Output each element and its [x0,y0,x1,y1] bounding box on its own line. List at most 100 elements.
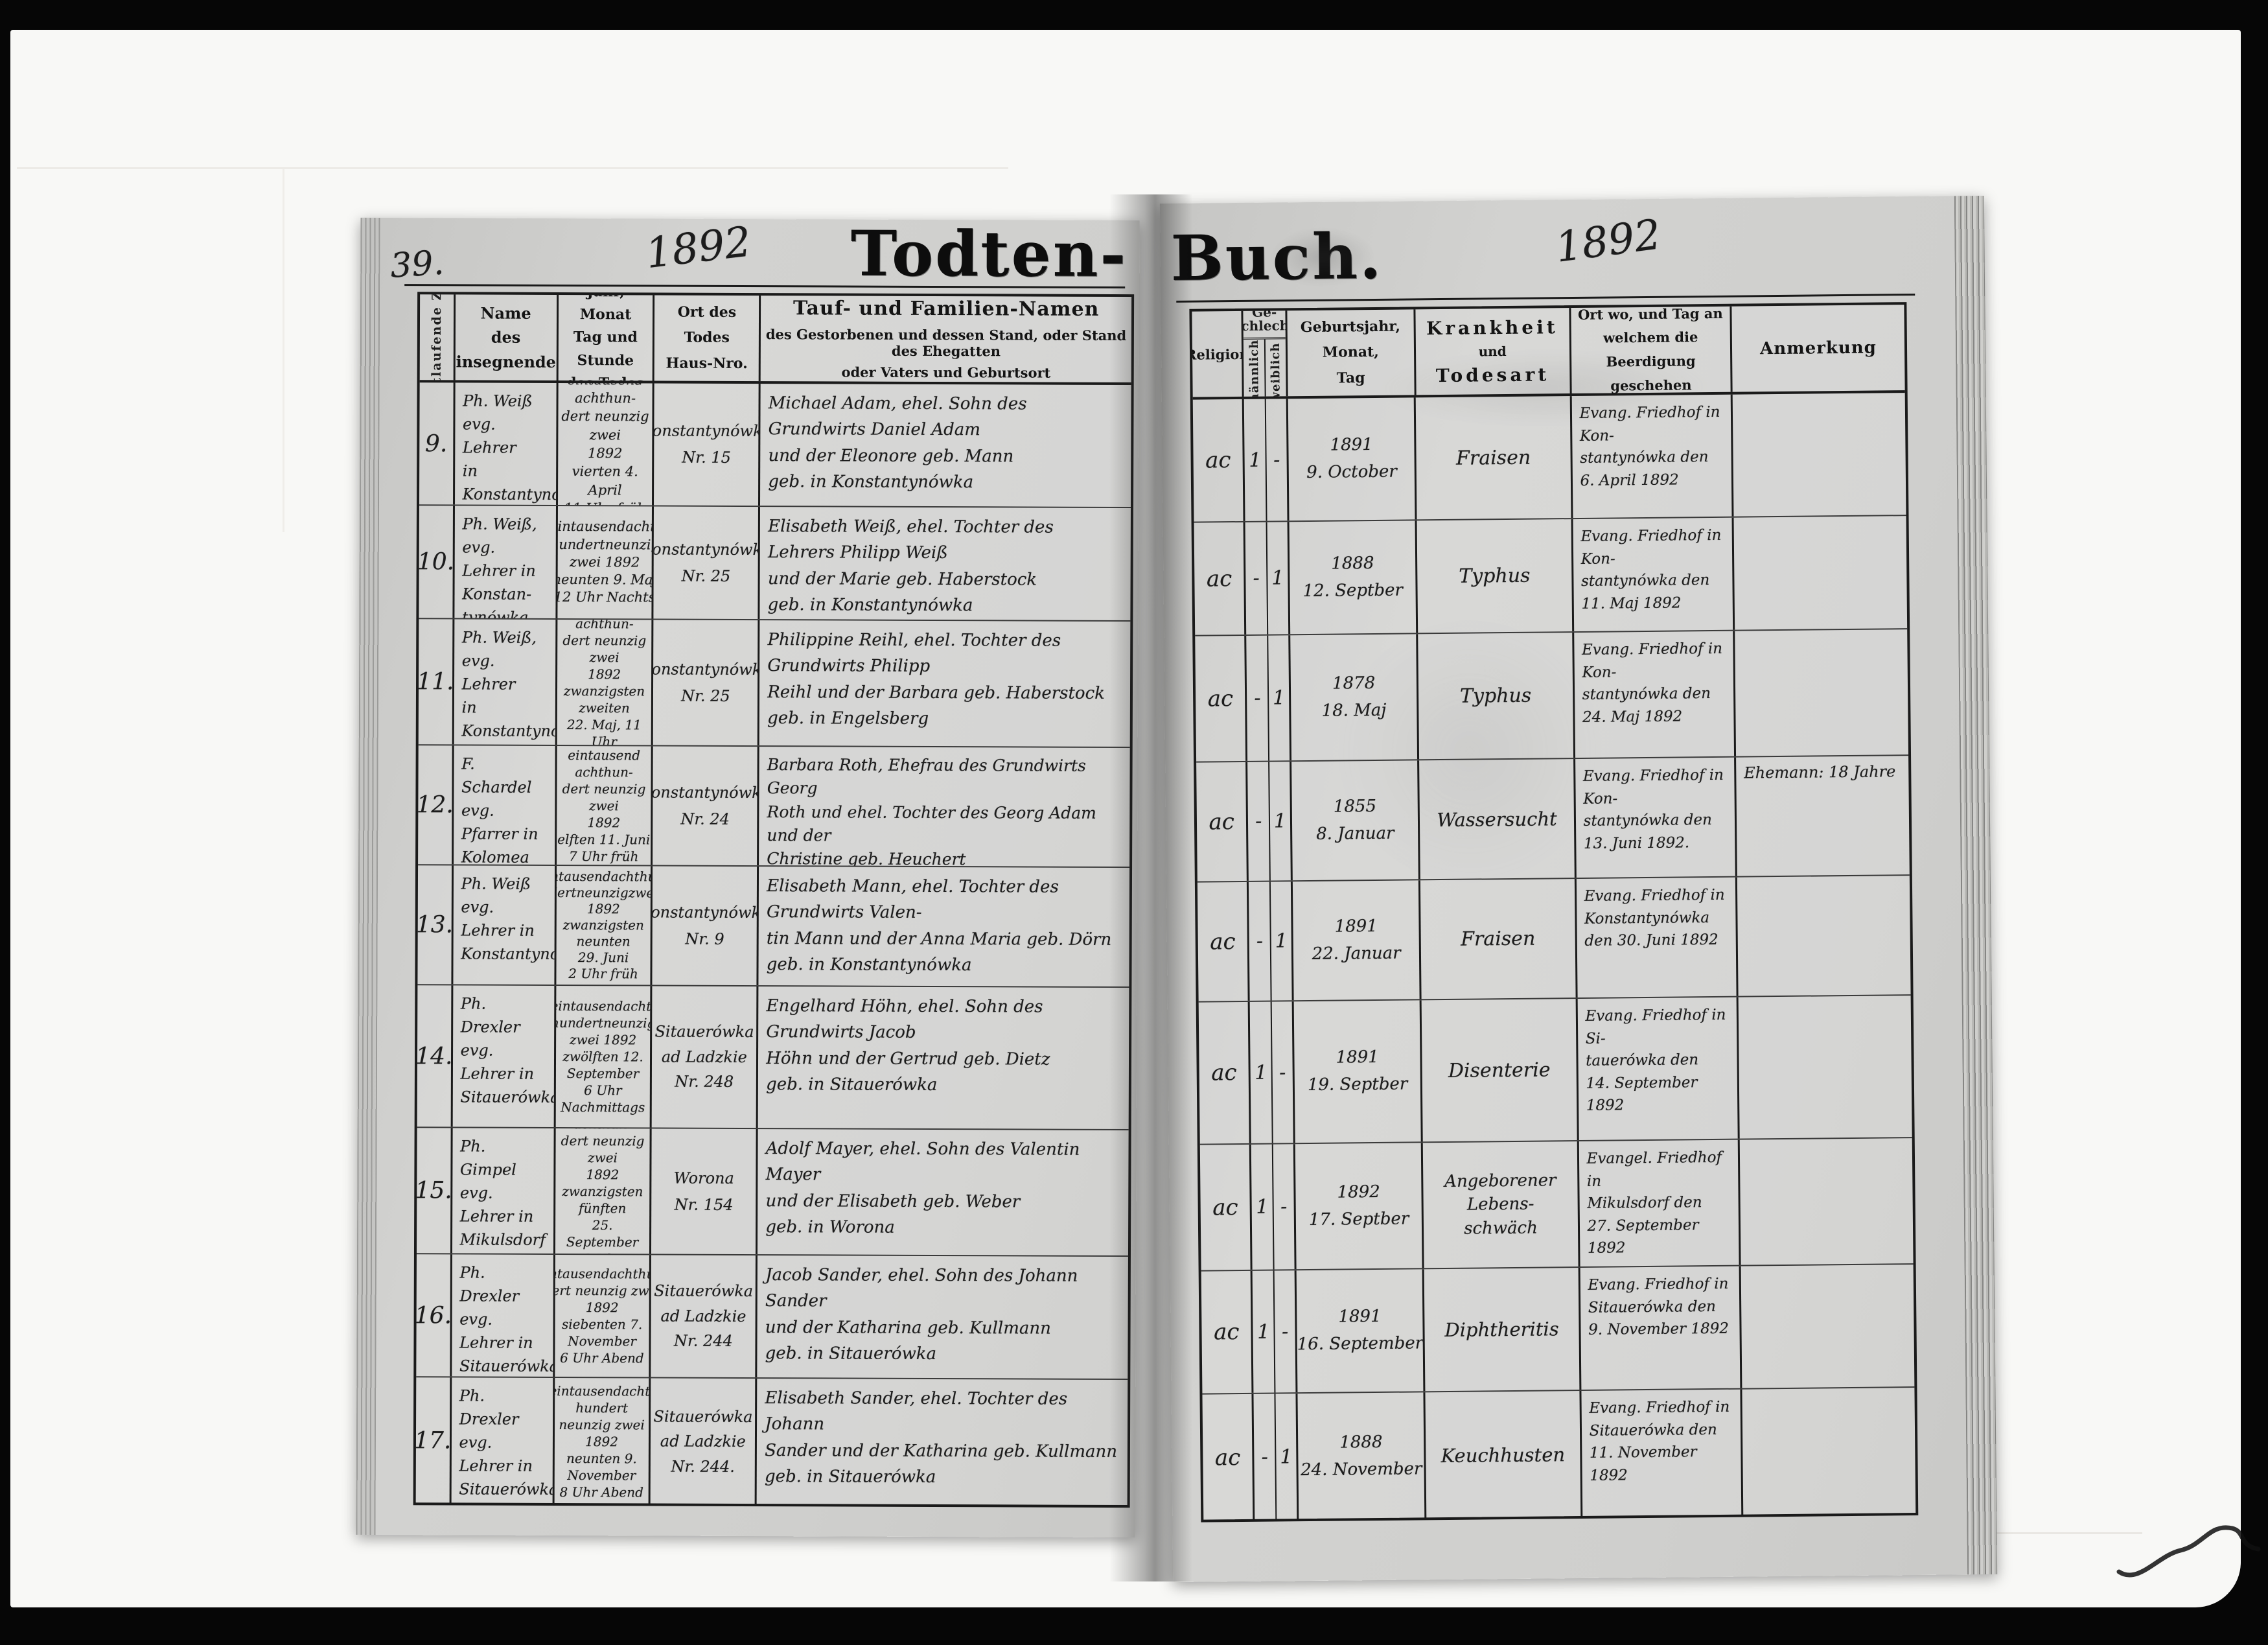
right-row-13-illness: Fraisen [1420,879,1578,999]
left-row-10-name: Ph. Weiß, evg. Lehrer in Konstan- tynówk… [454,506,558,618]
left-row-12-number: 12. [418,745,454,865]
header-religion-col: Religion [1192,310,1245,397]
right-row-10-religion: ac [1194,522,1247,635]
left-row-13-name: Ph. Weiß evg. Lehrer in Konstantynówka [453,865,557,985]
header-illness-line3: Todesart [1435,364,1550,387]
left-row-11-names: Philippine Reihl, ehel. Tochter des Grun… [767,630,1105,729]
left-row-11-name: Ph. Weiß, evg. Lehrer in Konstantynówka [454,619,557,745]
left-page-binding-edge [356,217,380,1535]
right-row-11-illness: Typhus [1418,633,1575,760]
right-row-9: ac 1 - 1891 9. October Fraisen Evang. Fr… [1192,393,1906,523]
right-row-9-burial: Evang. Friedhof in Kon- stantynówka den … [1571,394,1734,519]
right-row-15-note [1740,1138,1914,1265]
left-row-12-place: Konstantynówka Nr. 24 [653,746,759,866]
right-row-13-note [1737,876,1911,996]
right-row-16-burial: Evang. Friedhof in Sitauerówka den 9. No… [1580,1266,1742,1390]
right-row-11-note [1735,629,1908,756]
left-row-15-names: Adolf Mayer, ehel. Sohn des Valentin May… [765,1139,1080,1237]
header-note-col: Anmerkung [1759,338,1877,359]
left-row-10: 10. Ph. Weiß, evg. Lehrer in Konstan- ty… [419,506,1131,622]
left-row-14-place: Sitauerówka ad Ladzkie Nr. 248 [652,986,759,1128]
header-sex-male: männlich [1244,339,1266,397]
left-page: 39. 1892 Todten- Fortlaufende Zahl Name … [356,217,1140,1538]
right-row-16-female: - [1274,1270,1298,1393]
left-row-14-name: Ph. Drexler evg. Lehrer in Sitauerówka [452,985,557,1127]
right-row-16-illness: Diphtheritis [1424,1268,1582,1392]
right-row-14-religion: ac [1198,1001,1252,1144]
left-row-17-names: Elisabeth Sander, ehel. Tochter des Joha… [764,1388,1118,1487]
left-row-16-name: Ph. Drexler evg. Lehrer in Sitauerówka [451,1254,555,1377]
right-row-9-note [1733,393,1906,517]
header-names-col: Tauf- und Familien-Namen des Gestorbenen… [761,296,1131,382]
left-row-15-number: 15. [416,1128,453,1254]
right-row-12-note: Ehemann: 18 Jahre [1744,762,1896,782]
right-row-11-male: - [1246,635,1270,761]
left-row-12-death-date: eintausend achthun- dert neunzig zwei 18… [556,745,654,865]
film-sheet-number: 39. [389,243,445,286]
right-row-14-illness: Disenterie [1422,999,1579,1142]
header-sex-group-label: Ge- schlecht [1243,310,1288,340]
left-row-13-place: Konstantynówka Nr. 9 [652,866,759,986]
left-table-header: Fortlaufende Zahl Name des Einsegnenden … [419,294,1132,386]
left-row-15: 15. Ph. Gimpel evg. Lehrer in Mikulsdorf… [416,1128,1129,1257]
right-table-header: Religion Ge- schlecht männlich weiblich … [1192,305,1905,400]
left-row-14: 14. Ph. Drexler evg. Lehrer in Sitauerów… [417,985,1129,1131]
right-row-17-religion: ac [1202,1394,1255,1521]
header-illness-line2: und [1478,344,1507,360]
right-row-12-burial: Evang. Friedhof in Kon- stantynówka den … [1575,757,1737,878]
left-row-17-name: Ph. Drexler evg. Lehrer in Sitauerówka [451,1377,555,1504]
right-row-17: ac - 1 1888 24. November Keuchhusten Eva… [1202,1388,1915,1521]
right-row-9-male: 1 [1244,399,1267,521]
header-names-line3: oder Vaters und Geburtsort [841,364,1051,381]
sheet-edge-left [283,169,284,532]
right-row-9-illness: Fraisen [1416,396,1573,520]
left-row-15-death-date: eintausend achthun- dert neunzig zwei 18… [555,1128,653,1254]
right-row-16-religion: ac [1201,1270,1254,1394]
right-row-17-birth: 1888 24. November [1297,1392,1427,1521]
right-row-9-birth: 1891 9. October [1288,397,1417,521]
left-row-17-death-date: eintausendacht- hundert neunzig zwei 189… [554,1377,651,1505]
right-row-15: ac 1 - 1892 17. Septber Angeborener Lebe… [1199,1138,1914,1272]
left-row-14-death-date: eintausendacht- hundertneunzig zwei 1892… [555,985,653,1128]
right-table: Religion Ge- schlecht männlich weiblich … [1189,302,1919,1522]
right-row-13-religion: ac [1197,881,1251,1001]
right-row-10-burial: Evang. Friedhof in Kon- stantynówka den … [1573,517,1735,632]
header-names-line1: Tauf- und Familien-Namen [793,297,1100,321]
left-row-16-death-date: eintausendachthun- dert neunzig zwei 189… [554,1254,652,1377]
left-row-9-names: Michael Adam, ehel. Sohn des Grundwirts … [768,393,1027,493]
header-death-date-col: Jahr, Monat Tag und Stunde des Todes [558,294,655,381]
right-row-12-illness: Wassersucht [1419,759,1577,880]
right-row-11-birth: 1878 18. Maj [1290,634,1420,761]
right-row-13-male: - [1249,881,1272,1001]
header-number-label: Fortlaufende Zahl [429,294,445,380]
right-row-14-male: 1 [1250,1001,1273,1143]
left-row-11-number: 11. [418,619,454,745]
left-row-9: 9. Ph. Weiß evg. Lehrer in Konstantynówk… [419,382,1131,509]
right-row-17-male: - [1253,1394,1277,1521]
right-row-17-female: 1 [1275,1394,1299,1521]
header-illness-col: Krankheit und Todesart [1415,308,1572,395]
dust-fiber [2116,1525,2261,1578]
header-illness-line1: Krankheit [1426,316,1558,340]
left-row-10-death-date: eintausendacht- hundertneunzig zwei 1892… [557,506,654,619]
right-row-17-note [1742,1388,1915,1516]
right-title: Buch. [1170,219,1383,295]
left-row-12-name: F. Schardel evg. Pfarrer in Kolomea [453,745,557,865]
header-place-col: Ort des Todes Haus-Nro. [654,295,761,382]
right-row-14: ac 1 - 1891 19. Septber Disenterie Evang… [1198,996,1912,1145]
left-row-17: 17. Ph. Drexler evg. Lehrer in Sitauerów… [415,1377,1128,1506]
header-name-col: Name des Einsegnenden [455,294,559,380]
right-row-17-illness: Keuchhusten [1425,1390,1582,1519]
left-row-13-death-date: eintausendachthun- dertneunzigzwei 1892 … [556,865,653,985]
left-row-11: 11. Ph. Weiß, evg. Lehrer in Konstantynó… [418,619,1131,749]
right-row-9-female: - [1266,399,1290,521]
left-row-9-name: Ph. Weiß evg. Lehrer in Konstantynówka [454,382,559,505]
header-sex-male-label: männlich [1247,339,1262,397]
header-sex-col: Ge- schlecht männlich weiblich [1243,310,1288,397]
right-row-10-male: - [1245,522,1269,635]
left-row-16: 16. Ph. Drexler evg. Lehrer in Sitauerów… [416,1254,1128,1381]
right-row-10-note [1733,516,1907,630]
right-row-9-religion: ac [1192,399,1245,522]
left-row-14-names: Engelhard Höhn, ehel. Sohn des Grundwirt… [766,996,1050,1095]
right-row-10: ac - 1 1888 12. Septber Typhus Evang. Fr… [1194,516,1908,636]
